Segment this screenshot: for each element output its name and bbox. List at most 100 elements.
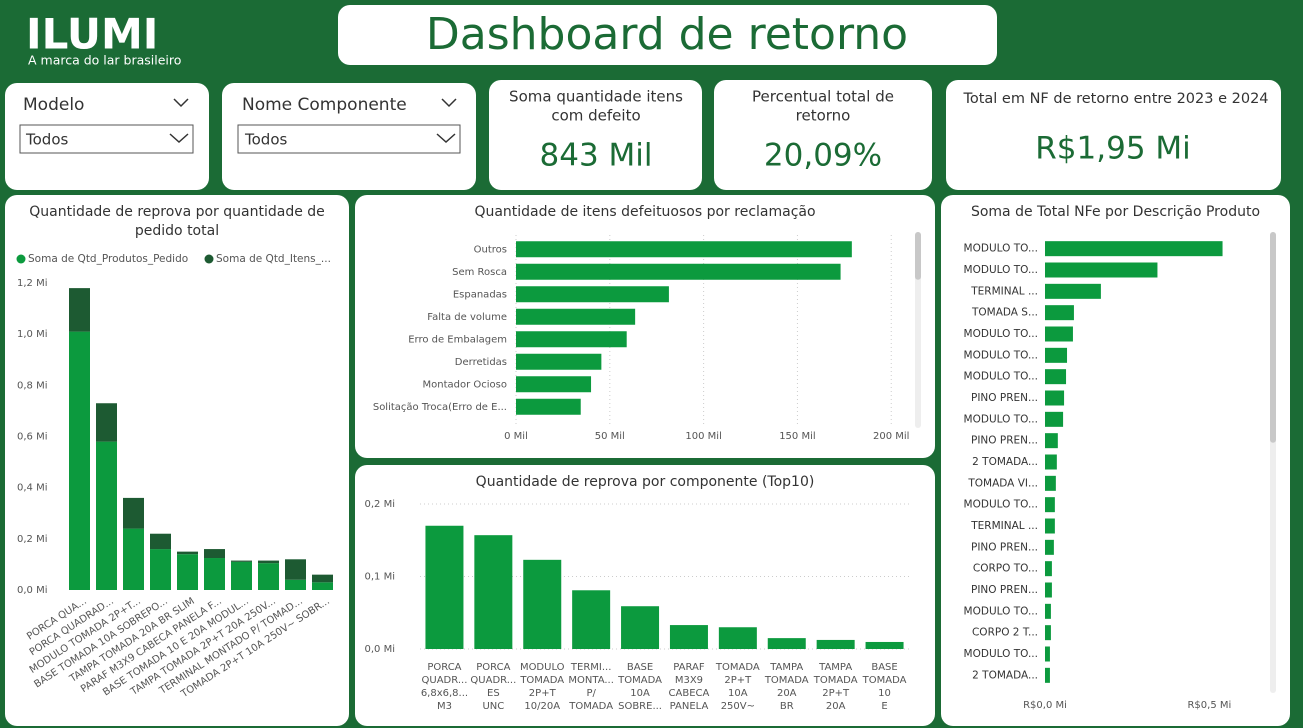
y-tick-label: 0,2 Mi — [365, 499, 396, 510]
bar — [285, 559, 306, 580]
logo: ILUMI — [26, 10, 158, 59]
bar — [69, 288, 90, 332]
y-tick-label: MODULO TO... — [964, 605, 1038, 617]
kpi-value: R$1,95 Mi — [1035, 131, 1191, 167]
bar — [1045, 241, 1223, 257]
x-tick-label: MODULO TOMADA 2P+T 10/20A — [519, 662, 564, 712]
x-tick-label: 200 Mil — [873, 431, 909, 442]
chart-title: pedido total — [135, 223, 219, 239]
y-tick-label: MODULO TO... — [964, 264, 1038, 276]
y-tick-label: MODULO TO... — [964, 648, 1038, 660]
bar — [123, 528, 144, 590]
bar — [258, 563, 279, 590]
chevron — [169, 133, 189, 144]
x-tick-label: TAMPA TOMADA 20A BR — [764, 662, 809, 712]
y-tick-label: MODULO TO... — [964, 371, 1038, 383]
dropdown[interactable] — [19, 124, 194, 154]
y-tick-label: MODULO TO... — [964, 243, 1038, 255]
bar — [1045, 497, 1055, 513]
bar — [231, 561, 252, 590]
chart-panel — [5, 195, 349, 726]
bar — [204, 558, 225, 590]
x-tick-label: TERMI... MONTA... P/TOMADA — [568, 662, 614, 712]
bar — [1045, 582, 1052, 598]
kpi-value: 843 Mil — [540, 138, 653, 174]
x-tick-label: 100 Mil — [685, 431, 721, 442]
y-tick-label: Montador Ocioso — [423, 379, 507, 390]
chart-panel — [941, 195, 1290, 726]
tagline: A marca do lar brasileiro — [28, 53, 181, 68]
kpi-value: 20,09% — [764, 138, 882, 174]
bar — [516, 376, 592, 393]
bar — [1045, 433, 1058, 449]
dropdown[interactable] — [237, 124, 461, 154]
kpi-panel — [714, 80, 932, 190]
bar — [1045, 539, 1054, 555]
bar — [516, 286, 669, 303]
bar — [1045, 326, 1073, 342]
chart-title: Quantidade de reprova por componente (To… — [476, 474, 815, 490]
bar — [1045, 347, 1068, 363]
dropdown-value: Todos — [244, 131, 287, 149]
bar — [1045, 667, 1050, 683]
dashboard-title: Dashboard de retorno — [426, 9, 908, 60]
bar — [69, 331, 90, 590]
y-tick-label: TOMADA S... — [971, 307, 1038, 319]
y-tick-label: MODULO TO... — [964, 349, 1038, 361]
legend-marker — [16, 254, 26, 264]
chart-title: Quantidade de reprova por quantidade de — [29, 204, 325, 220]
bar — [523, 559, 562, 649]
bar — [258, 560, 279, 564]
bar — [1045, 411, 1064, 427]
bar — [1045, 454, 1057, 470]
y-tick-label: TERMINAL ... — [970, 285, 1038, 297]
bar — [425, 525, 464, 649]
y-tick-label: 0,0 Mi — [17, 585, 48, 596]
bar — [150, 533, 171, 550]
y-tick-label: Erro de Embalagem — [408, 334, 507, 345]
bar — [1045, 625, 1051, 641]
bar — [621, 606, 660, 649]
bar — [177, 554, 198, 590]
kpi-title: Soma quantidade itens — [509, 88, 683, 106]
y-tick-label: MODULO TO... — [964, 328, 1038, 340]
bar — [1045, 561, 1052, 577]
kpi-title: Percentual total de — [752, 88, 894, 106]
y-tick-label: 0,1 Mi — [365, 572, 396, 583]
bar — [96, 441, 117, 590]
bar — [816, 639, 855, 649]
y-tick-label: Sem Rosca — [452, 267, 507, 278]
bar — [516, 241, 852, 258]
y-tick-label: 2 TOMADA... — [972, 669, 1038, 681]
bar — [231, 560, 252, 562]
y-tick-label: PINO PREN... — [971, 541, 1038, 553]
x-tick-label: 0 Mil — [504, 431, 528, 442]
bar — [572, 590, 611, 649]
legend-marker — [204, 254, 214, 264]
bar — [516, 353, 602, 370]
bar — [474, 535, 513, 649]
bar — [516, 308, 636, 325]
bar — [865, 641, 904, 649]
x-tick-label: BASE TOMADA 10 E — [862, 662, 907, 712]
bar — [312, 582, 333, 590]
bar — [1045, 518, 1055, 534]
chevron — [436, 133, 456, 144]
y-tick-label: Falta de volume — [427, 312, 507, 323]
y-tick-label: 0,0 Mi — [365, 644, 396, 655]
y-tick-label: Espanadas — [453, 289, 507, 300]
bar — [1045, 283, 1101, 299]
y-tick-label: Solitação Troca(Erro de E... — [373, 402, 507, 413]
bar — [1045, 603, 1051, 619]
y-tick-label: TERMINAL ... — [970, 520, 1038, 532]
y-tick-label: CORPO 2 T... — [972, 627, 1038, 639]
legend-label: Soma de Qtd_Itens_... — [216, 253, 331, 265]
y-tick-label: 2 TOMADA... — [972, 456, 1038, 468]
bar — [150, 549, 171, 590]
chevron — [441, 98, 457, 108]
bar — [1045, 305, 1074, 321]
bar — [669, 625, 708, 649]
chevron — [173, 98, 189, 108]
